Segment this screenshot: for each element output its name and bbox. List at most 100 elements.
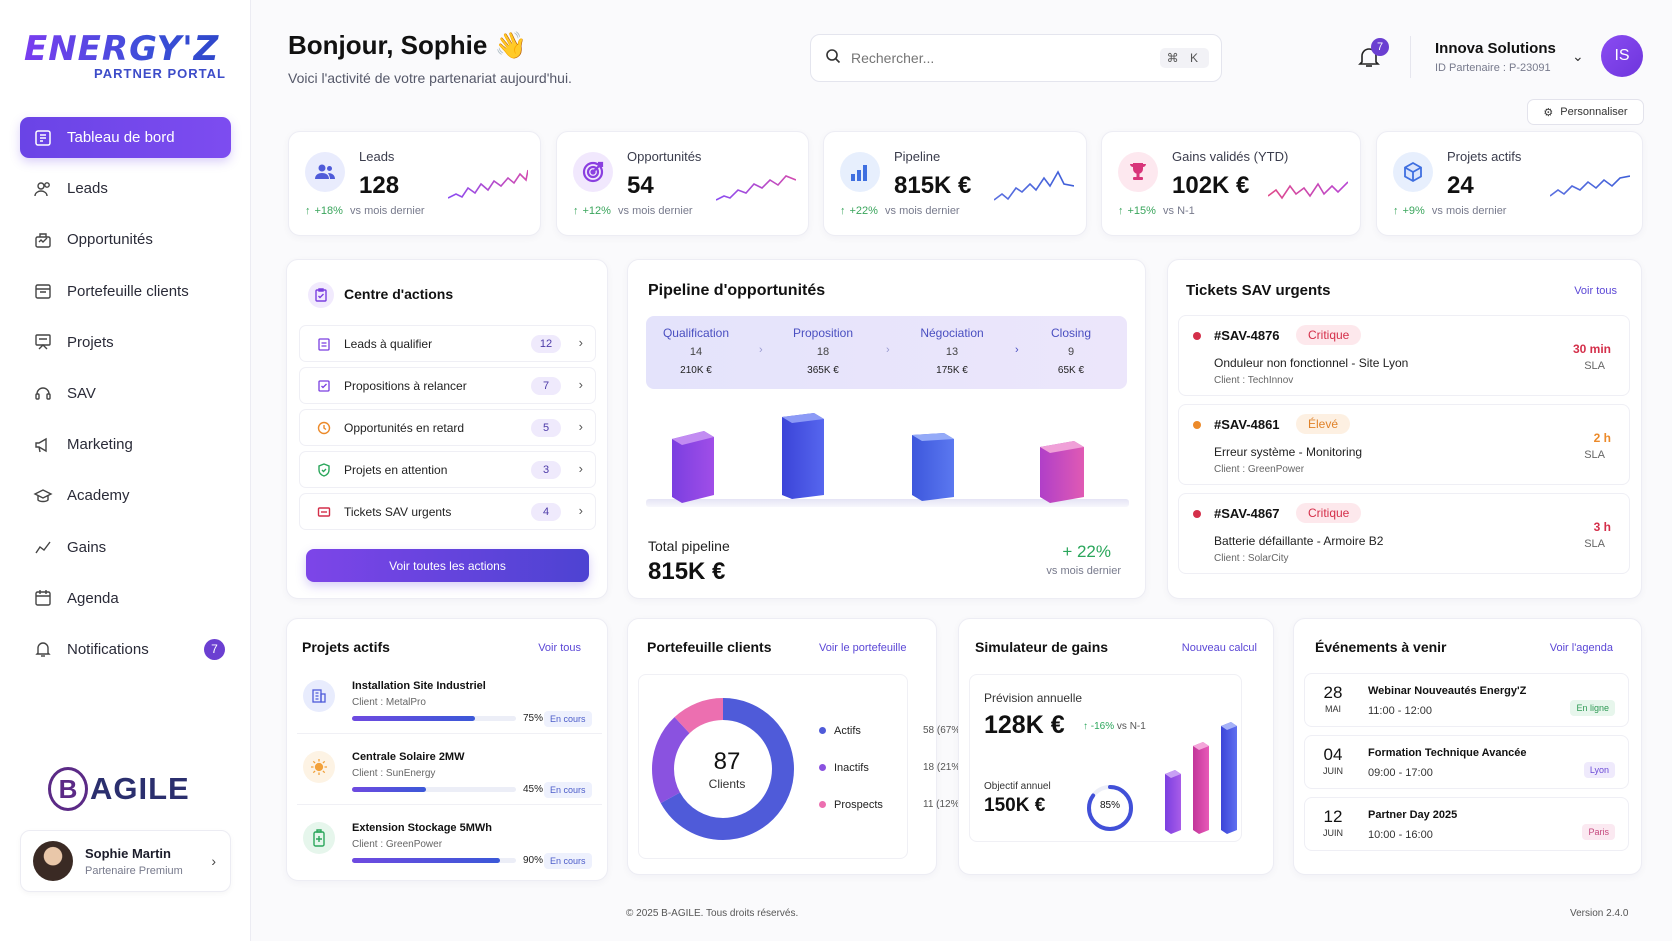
- pipeline-bar: [912, 433, 954, 501]
- checklist-icon: [316, 378, 332, 394]
- brand-logo[interactable]: ENERGY'Z PARTNER PORTAL: [24, 32, 234, 82]
- kpi-card-leads[interactable]: Leads 128 ↑ +18% vs mois dernier: [288, 131, 541, 236]
- action-item-late-opportunities[interactable]: Opportunités en retard 5 ›: [299, 409, 596, 446]
- sidebar-item-label: Leads: [67, 180, 108, 198]
- status-badge: En cours: [544, 711, 592, 727]
- view-all-actions-button[interactable]: Voir toutes les actions: [306, 549, 589, 582]
- customize-button[interactable]: ⚙ Personnaliser: [1527, 99, 1644, 125]
- project-item[interactable]: Centrale Solaire 2MW Client : SunEnergy …: [297, 743, 602, 805]
- action-count: 7: [531, 377, 561, 395]
- sidebar: ENERGY'Z PARTNER PORTAL Tableau de bord …: [0, 0, 251, 941]
- page-subtitle: Voici l'activité de votre partenariat au…: [288, 70, 572, 86]
- panel-title: Événements à venir: [1315, 639, 1447, 655]
- users-icon: [305, 152, 345, 192]
- megaphone-icon: [33, 435, 53, 455]
- pipeline-stage[interactable]: Négociation 13 175K €: [920, 326, 984, 376]
- dashboard-icon: [33, 128, 53, 148]
- simulator-bar: [1193, 742, 1209, 834]
- project-item[interactable]: Extension Stockage 5MWh Client : GreenPo…: [297, 814, 602, 876]
- simulator-3d-bars: [1165, 722, 1237, 834]
- target-icon: [573, 152, 613, 192]
- sidebar-item-academy[interactable]: Academy: [20, 475, 231, 516]
- total-pipeline-trend: + 22%: [1062, 542, 1111, 561]
- sidebar-item-agenda[interactable]: Agenda: [20, 578, 231, 619]
- view-agenda-link[interactable]: Voir l'agenda: [1549, 642, 1613, 654]
- donut-segment-inactifs[interactable]: [652, 698, 794, 840]
- chevron-down-icon[interactable]: ⌄: [1572, 48, 1584, 64]
- urgent-tickets-panel: Tickets SAV urgents Voir tous #SAV-4876 …: [1167, 259, 1642, 599]
- panel-title: Pipeline d'opportunités: [648, 282, 826, 299]
- pipeline-3d-bars: [646, 413, 1129, 507]
- ticket-item[interactable]: #SAV-4867 Critique Batterie défaillante …: [1178, 493, 1630, 574]
- search-input[interactable]: [851, 50, 1151, 66]
- company-avatar[interactable]: IS: [1601, 35, 1643, 77]
- view-all-projects-link[interactable]: Voir tous: [538, 642, 581, 654]
- kpi-card-pipeline[interactable]: Pipeline 815K € ↑ +22% vs mois dernier: [823, 131, 1087, 236]
- user-profile-card[interactable]: Sophie Martin Partenaire Premium ›: [20, 830, 231, 892]
- sidebar-item-label: Marketing: [67, 436, 133, 454]
- view-all-tickets-link[interactable]: Voir tous: [1574, 285, 1617, 297]
- goal-progress-ring: [1087, 785, 1133, 831]
- search-bar[interactable]: ⌘ K: [810, 34, 1222, 82]
- action-item-leads[interactable]: Leads à qualifier 12 ›: [299, 325, 596, 362]
- event-item[interactable]: 12 JUIN Partner Day 2025 10:00 - 16:00 P…: [1304, 797, 1629, 851]
- kpi-trend: ↑ +9% vs mois dernier: [1393, 205, 1507, 217]
- sidebar-item-opportunities[interactable]: Opportunités: [20, 219, 231, 260]
- pipeline-stage[interactable]: Closing 9 65K €: [1050, 326, 1092, 376]
- sla-time: 2 h: [1593, 431, 1611, 445]
- sidebar-item-projects[interactable]: Projets: [20, 322, 231, 363]
- sidebar-item-gains[interactable]: Gains: [20, 527, 231, 568]
- goal-label: Objectif annuel: [984, 781, 1051, 792]
- partner-logo-text: AGILE: [90, 771, 190, 806]
- company-name[interactable]: Innova Solutions: [1435, 40, 1556, 57]
- ticket-item[interactable]: #SAV-4876 Critique Onduleur non fonction…: [1178, 315, 1630, 396]
- sidebar-item-sav[interactable]: SAV: [20, 373, 231, 414]
- pipeline-stage[interactable]: Qualification 14 210K €: [662, 326, 730, 376]
- legend-item: Actifs 58 (67%): [819, 725, 964, 737]
- kpi-card-gains[interactable]: Gains validés (YTD) 102K € ↑ +15% vs N-1: [1101, 131, 1361, 236]
- status-dot: [1193, 510, 1201, 518]
- client-portfolio-panel: Portefeuille clients Voir le portefeuill…: [627, 618, 964, 875]
- progress-fill: [352, 858, 500, 863]
- notification-count-badge: 7: [1371, 38, 1389, 56]
- partner-logo: B AGILE: [48, 767, 190, 811]
- forecast-label: Prévision annuelle: [984, 691, 1083, 705]
- kpi-card-active-projects[interactable]: Projets actifs 24 ↑ +9% vs mois dernier: [1376, 131, 1643, 236]
- new-calculation-link[interactable]: Nouveau calcul: [1181, 642, 1257, 654]
- total-pipeline-trend-sub: vs mois dernier: [1046, 565, 1121, 577]
- building-icon: [303, 680, 335, 712]
- action-item-proposals[interactable]: Propositions à relancer 7 ›: [299, 367, 596, 404]
- sparkline: [716, 175, 796, 201]
- clock-icon: [316, 420, 332, 436]
- kpi-card-opportunities[interactable]: Opportunités 54 ↑ +12% vs mois dernier: [556, 131, 809, 236]
- view-portfolio-link[interactable]: Voir le portefeuille: [819, 642, 907, 654]
- avatar: [33, 841, 73, 881]
- kpi-trend: ↑ +18% vs mois dernier: [305, 205, 425, 217]
- sidebar-item-dashboard[interactable]: Tableau de bord: [20, 117, 231, 158]
- location-badge: En ligne: [1570, 700, 1615, 716]
- simulator-bar: [1165, 770, 1181, 834]
- search-shortcut: ⌘ K: [1159, 48, 1209, 68]
- action-item-urgent-tickets[interactable]: Tickets SAV urgents 4 ›: [299, 493, 596, 530]
- sidebar-item-portfolio[interactable]: Portefeuille clients: [20, 271, 231, 312]
- sidebar-item-leads[interactable]: Leads: [20, 168, 231, 209]
- action-item-projects-waiting[interactable]: Projets en attention 3 ›: [299, 451, 596, 488]
- kpi-value: 24: [1447, 172, 1474, 199]
- footer-copyright: © 2025 B-AGILE. Tous droits réservés.: [626, 908, 799, 919]
- pipeline-stage[interactable]: Proposition 18 365K €: [792, 326, 854, 376]
- forecast-value: 128K €: [984, 711, 1065, 739]
- sidebar-item-notifications[interactable]: Notifications 7: [20, 629, 231, 670]
- sidebar-item-marketing[interactable]: Marketing: [20, 424, 231, 465]
- sla-time: 3 h: [1593, 520, 1611, 534]
- arrow-up-icon: ↑: [573, 205, 579, 217]
- pipeline-bar: [1040, 441, 1084, 503]
- upcoming-events-panel: Événements à venir Voir l'agenda 28 MAI …: [1293, 618, 1642, 875]
- project-item[interactable]: Installation Site Industriel Client : Me…: [297, 672, 602, 734]
- calendar-icon: [33, 588, 53, 608]
- donut-segment-prospects[interactable]: [652, 698, 794, 840]
- ticket-item[interactable]: #SAV-4861 Élevé Erreur système - Monitor…: [1178, 404, 1630, 485]
- page-title: Bonjour, Sophie 👋: [288, 30, 527, 60]
- event-item[interactable]: 28 MAI Webinar Nouveautés Energy'Z 11:00…: [1304, 673, 1629, 727]
- event-item[interactable]: 04 JUIN Formation Technique Avancée 09:0…: [1304, 735, 1629, 789]
- active-projects-panel: Projets actifs Voir tous Installation Si…: [286, 618, 608, 881]
